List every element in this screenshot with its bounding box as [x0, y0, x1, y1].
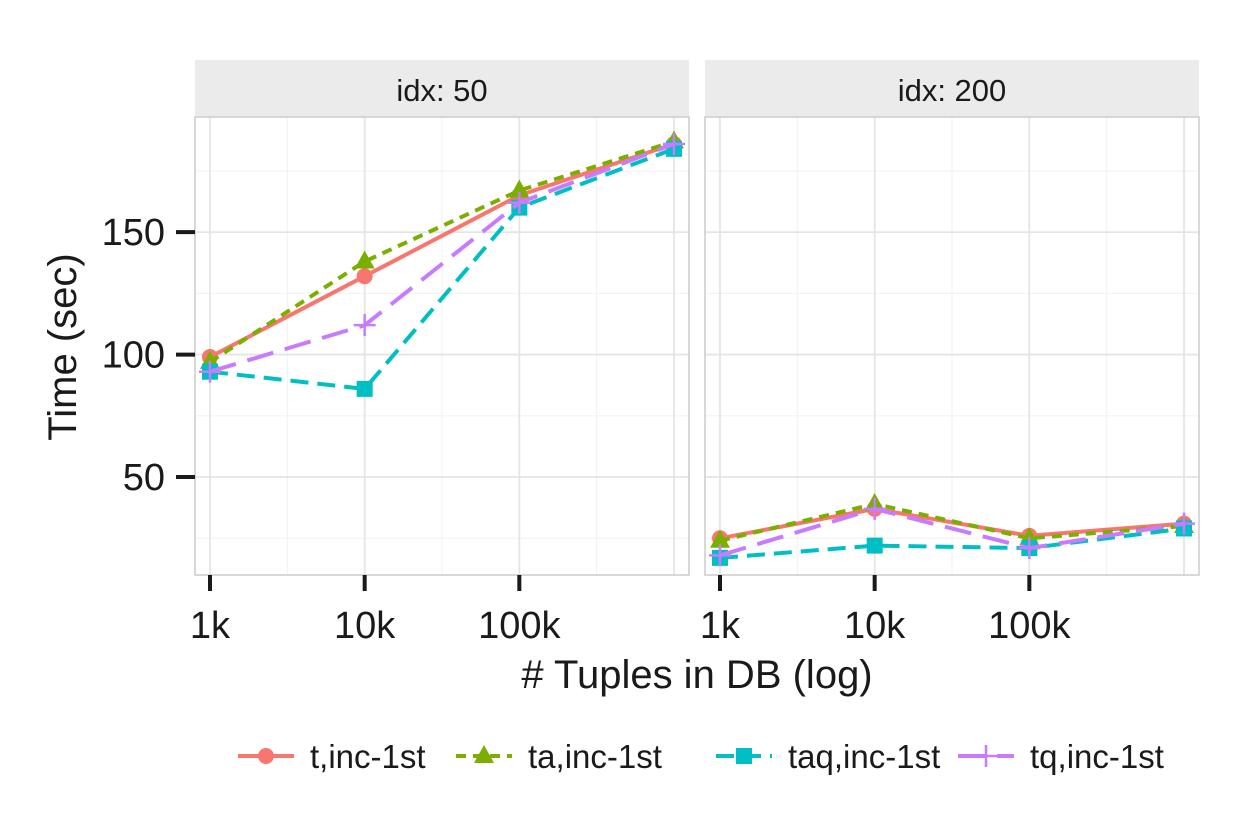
- x-tick-label: 10k: [334, 605, 396, 647]
- series-line: [209, 146, 675, 391]
- data-point: [863, 497, 886, 520]
- panel-border: [194, 116, 690, 576]
- y-tick-label: 150: [102, 212, 165, 254]
- x-axis-title: # Tuples in DB (log): [521, 653, 872, 697]
- x-axis: 1k 10k 100k 1k 10k 100k: [190, 575, 1072, 647]
- data-point: [356, 268, 373, 285]
- data-point: [353, 314, 376, 337]
- x-tick-label: 1k: [700, 605, 741, 647]
- x-tick-label: 10k: [844, 605, 906, 647]
- series-line: [719, 506, 1185, 558]
- facet-strip: [705, 60, 1199, 117]
- legend-label: ta,inc-1st: [528, 738, 662, 775]
- data-point: [509, 179, 530, 198]
- legend-label: taq,inc-1st: [788, 738, 940, 775]
- facet-strip: [195, 60, 689, 117]
- x-tick-label: 1k: [190, 605, 231, 647]
- series-line: [209, 142, 675, 374]
- facet-panels: idx: 50 idx: 200: [194, 60, 1200, 576]
- legend-key-marker: [975, 745, 997, 767]
- legend-item-tq-inc-1st: tq,inc-1st: [958, 738, 1164, 775]
- facet-idx-200: idx: 200: [704, 60, 1200, 576]
- facet-strip-label: idx: 200: [898, 73, 1007, 108]
- data-point: [1018, 537, 1041, 560]
- data-point: [1173, 512, 1196, 535]
- series-line: [208, 139, 675, 364]
- y-axis: 50 100 150: [102, 212, 195, 499]
- y-tick-label: 50: [123, 457, 165, 499]
- legend-label: tq,inc-1st: [1030, 738, 1164, 775]
- data-point: [198, 360, 221, 383]
- legend-item-t-inc-1st: t,inc-1st: [238, 738, 426, 775]
- data-point: [663, 132, 686, 155]
- data-point: [708, 544, 731, 567]
- legend-label: t,inc-1st: [310, 738, 426, 775]
- legend-key-marker: [258, 748, 274, 764]
- data-point: [354, 250, 375, 269]
- facet-strip-label: idx: 50: [396, 73, 487, 108]
- y-tick-label: 100: [102, 335, 165, 377]
- panel-border: [704, 116, 1200, 576]
- legend-item-taq-inc-1st: taq,inc-1st: [716, 738, 940, 775]
- y-axis-title: Time (sec): [41, 253, 85, 440]
- x-tick-label: 100k: [478, 605, 561, 647]
- data-point: [508, 191, 531, 214]
- legend: t,inc-1st ta,inc-1st taq,inc-1st tq,inc-1st: [238, 738, 1164, 775]
- facet-idx-50: idx: 50: [194, 60, 690, 576]
- legend-key-marker: [736, 748, 752, 764]
- legend-key-marker: [474, 745, 494, 763]
- series-tq-inc-1st: [708, 497, 1196, 567]
- series-line: [209, 142, 675, 359]
- legend-item-ta-inc-1st: ta,inc-1st: [456, 738, 662, 775]
- series-line: [719, 526, 1185, 560]
- data-point: [866, 537, 883, 554]
- x-tick-label: 100k: [988, 605, 1071, 647]
- data-point: [709, 529, 730, 548]
- series-line: [719, 502, 1185, 543]
- series-tq-inc-1st: [198, 132, 686, 383]
- data-point: [356, 380, 373, 397]
